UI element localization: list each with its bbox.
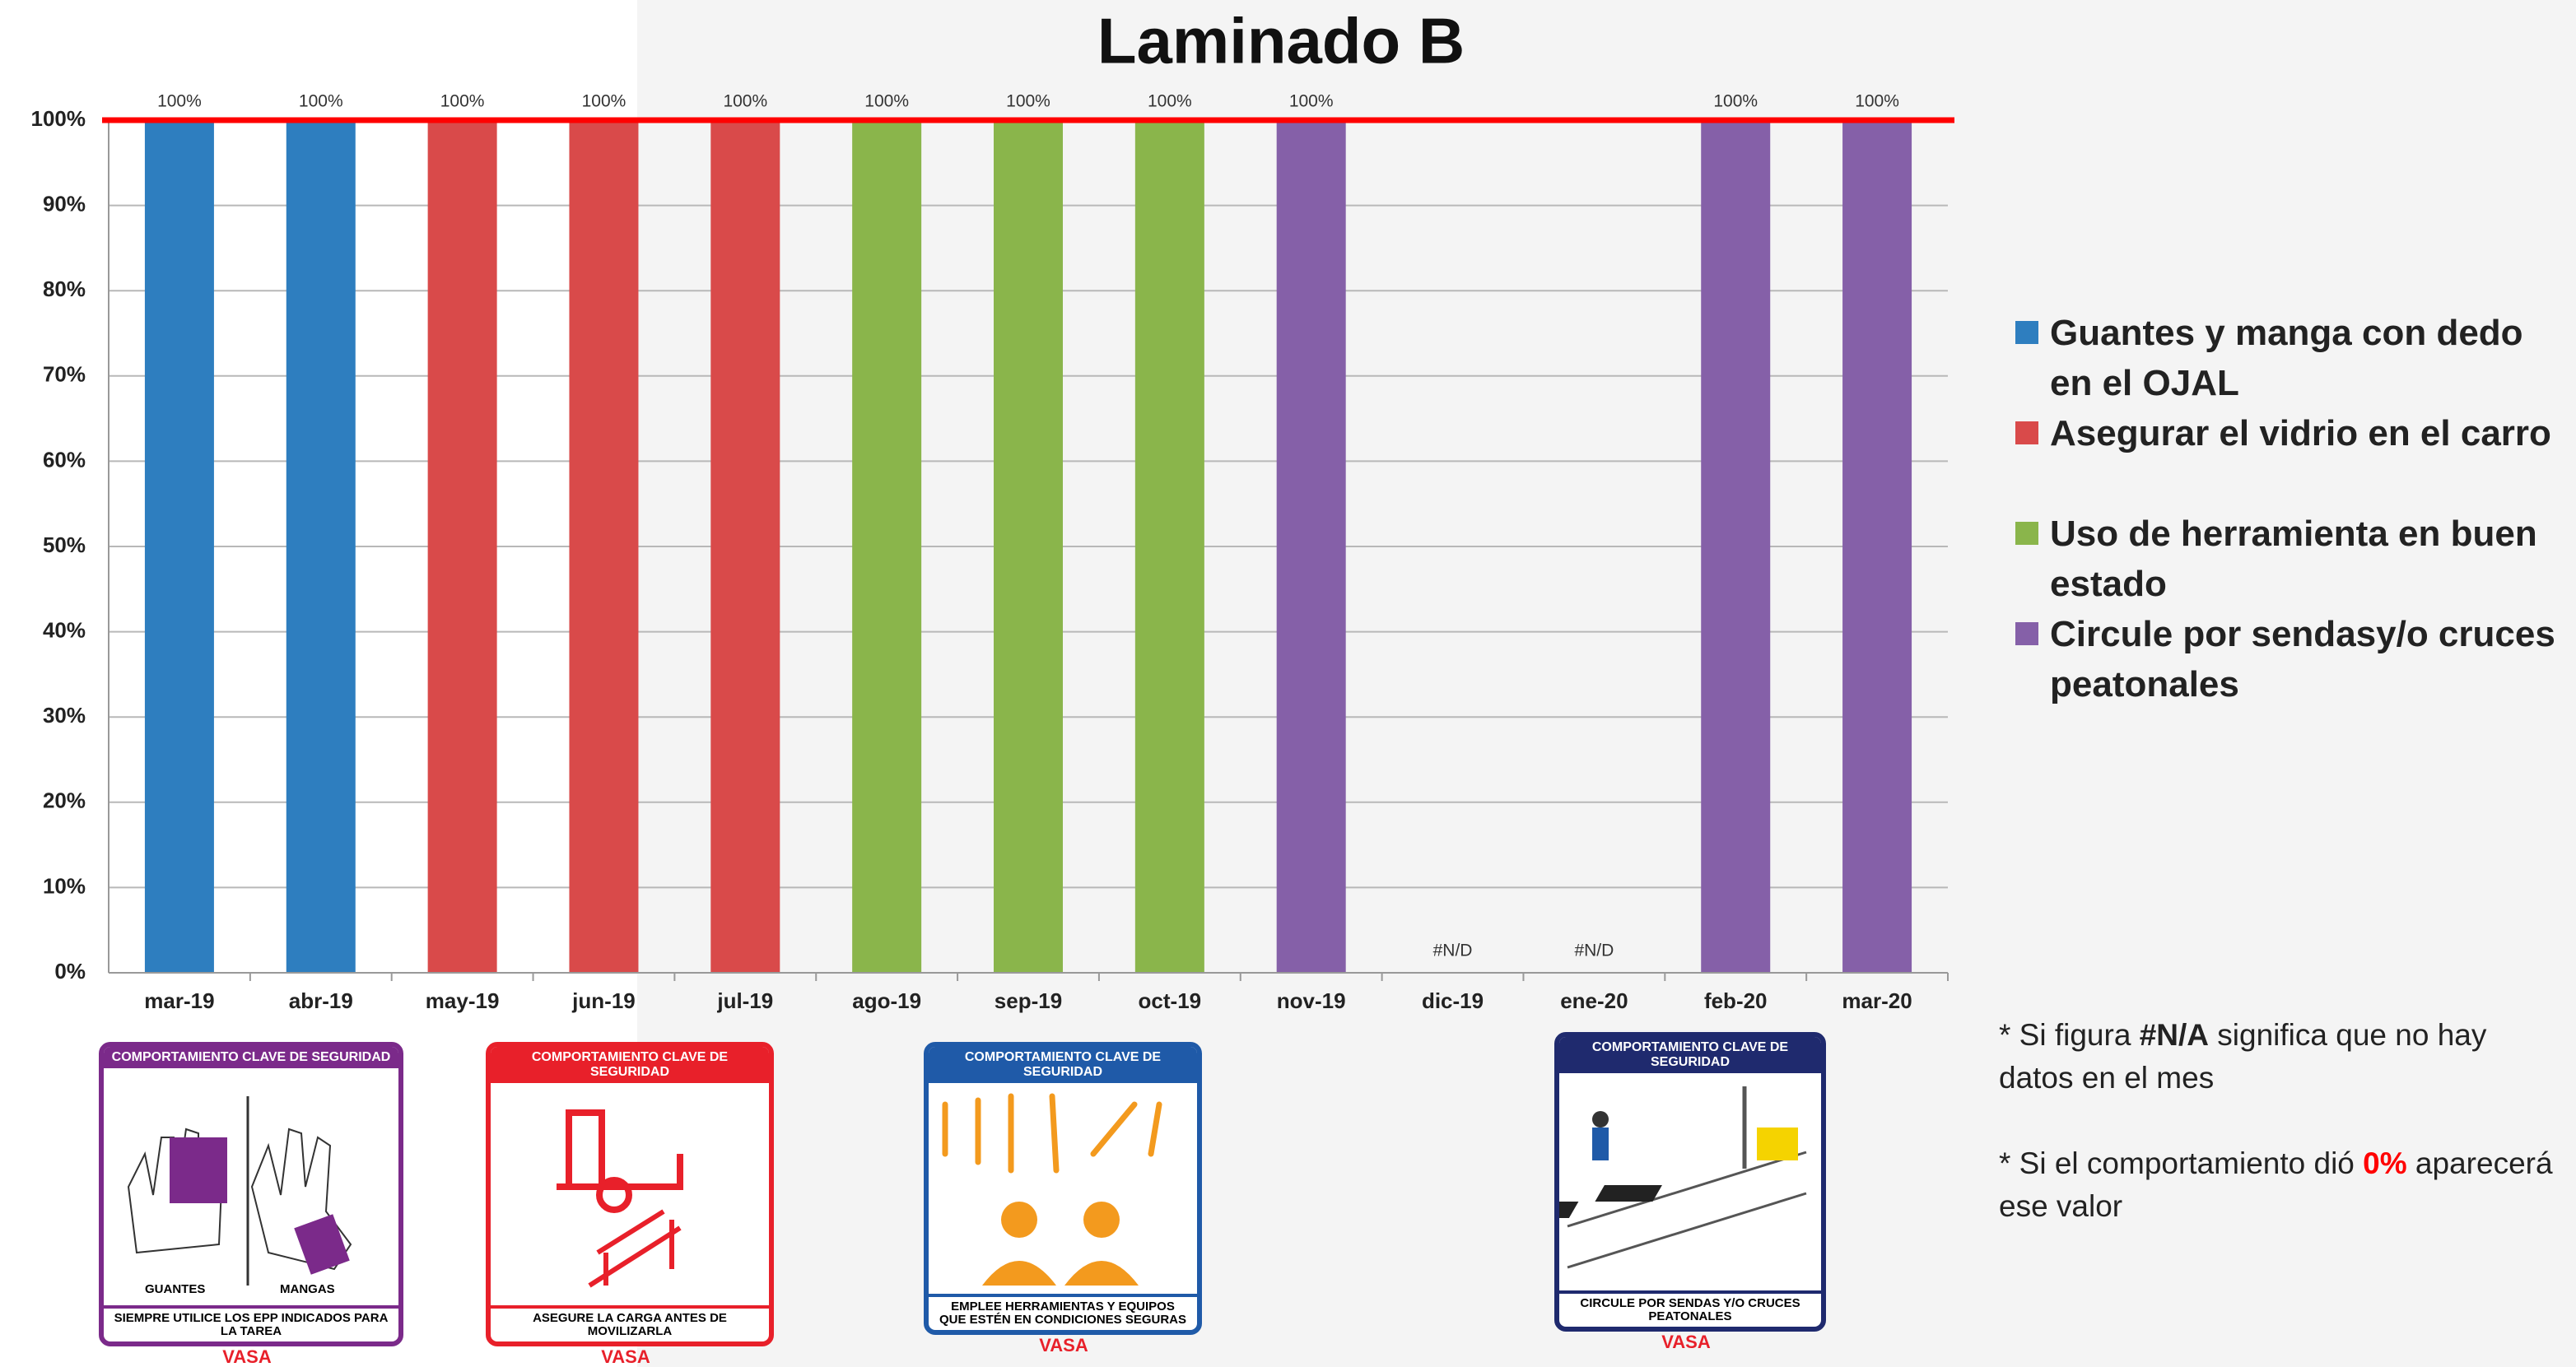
note-text: * Si figura	[1999, 1018, 2140, 1052]
legend-label: Asegurar el vidrio en el carro	[2050, 408, 2551, 458]
x-tick-label: ago-19	[852, 988, 921, 1013]
y-tick-label: 90%	[43, 191, 86, 216]
poster: COMPORTAMIENTO CLAVE DE SEGURIDAD GUANTE…	[99, 1042, 403, 1346]
poster-art	[491, 1088, 769, 1294]
y-tick-label: 100%	[31, 106, 86, 131]
bar	[286, 120, 356, 973]
x-tick-label: jul-19	[716, 988, 773, 1013]
x-tick-label: abr-19	[289, 988, 353, 1013]
y-tick-label: 50%	[43, 532, 86, 557]
y-tick-label: 70%	[43, 362, 86, 387]
note: * Si el comportamiento dió 0% aparecerá …	[1999, 1142, 2559, 1228]
poster-caption: GUANTES	[145, 1282, 205, 1296]
x-tick-label: mar-19	[144, 988, 214, 1013]
poster-footer: CIRCULE POR SENDAS Y/O CRUCES PEATONALES	[1559, 1290, 1821, 1327]
y-tick-label: 40%	[43, 617, 86, 642]
poster: COMPORTAMIENTO CLAVE DE SEGURIDAD CIRCUL…	[1554, 1032, 1826, 1332]
note-text: 0%	[2363, 1146, 2406, 1180]
x-tick-label: dic-19	[1422, 988, 1484, 1013]
poster-header: COMPORTAMIENTO CLAVE DE SEGURIDAD	[104, 1047, 398, 1068]
value-label: 100%	[299, 92, 343, 111]
page: Laminado B 0% 10% 20% 30% 40% 50% 60% 70% 80% 90%…	[0, 0, 2576, 1367]
note: * Si figura #N/A significa que no hay da…	[1999, 1014, 2559, 1100]
x-tick-label: oct-19	[1139, 988, 1202, 1013]
legend-item: Asegurar el vidrio en el carro	[2015, 408, 2575, 458]
note-text: #N/A	[2140, 1018, 2209, 1052]
x-tick-label: ene-20	[1560, 988, 1628, 1013]
value-label: 100%	[1713, 92, 1758, 111]
value-label: 100%	[1006, 92, 1050, 111]
y-tick-label: 60%	[43, 447, 86, 472]
poster-caption: MANGAS	[280, 1282, 335, 1296]
poster-art	[929, 1088, 1197, 1286]
poster-header: COMPORTAMIENTO CLAVE DE SEGURIDAD	[491, 1047, 769, 1083]
x-tick-label: mar-20	[1842, 988, 1912, 1013]
y-tick-label: 0%	[54, 959, 86, 983]
legend-label: Guantes y manga con dedo en el OJAL	[2050, 308, 2575, 408]
legend-swatch	[2015, 522, 2038, 545]
bar	[1842, 120, 1912, 973]
value-label: #N/D	[1574, 942, 1614, 960]
bar	[710, 120, 780, 973]
poster-brand: VASA	[1637, 1332, 1735, 1353]
y-tick-label: 30%	[43, 703, 86, 728]
bar	[994, 120, 1063, 973]
poster-footer: SIEMPRE UTILICE LOS EPP INDICADOS PARA L…	[104, 1305, 398, 1341]
value-label: 100%	[1148, 92, 1192, 111]
y-tick-label: 80%	[43, 277, 86, 301]
y-tick-label: 10%	[43, 873, 86, 898]
poster-brand: VASA	[1014, 1335, 1113, 1356]
poster: COMPORTAMIENTO CLAVE DE SEGURIDAD ASEGUR…	[486, 1042, 774, 1346]
legend-swatch	[2015, 321, 2038, 344]
legend-item: Circule por sendasy/o cruces peatonales	[2015, 609, 2575, 709]
legend-swatch	[2015, 622, 2038, 645]
legend-label: Circule por sendasy/o cruces peatonales	[2050, 609, 2575, 709]
value-label: #N/D	[1433, 942, 1473, 960]
x-tick-label: sep-19	[995, 988, 1062, 1013]
poster-brand: VASA	[576, 1346, 675, 1367]
value-label: 100%	[1289, 92, 1334, 111]
bar	[1701, 120, 1770, 973]
poster: COMPORTAMIENTO CLAVE DE SEGURIDAD EMPLEE…	[924, 1042, 1202, 1335]
bar	[1277, 120, 1346, 973]
value-label: 100%	[582, 92, 627, 111]
poster-footer: EMPLEE HERRAMIENTAS Y EQUIPOS QUE ESTÉN …	[929, 1294, 1197, 1330]
bar	[569, 120, 638, 973]
poster-art	[104, 1088, 398, 1294]
value-label: 100%	[723, 92, 767, 111]
y-tick-label: 20%	[43, 788, 86, 813]
value-label: 100%	[1855, 92, 1899, 111]
notes: * Si figura #N/A significa que no hay da…	[1999, 1014, 2559, 1271]
legend-swatch	[2015, 421, 2038, 444]
legend-item: Uso de herramienta en buen estado	[2015, 509, 2575, 609]
chart-title: Laminado B	[1097, 5, 1465, 77]
bar	[1135, 120, 1204, 973]
poster-brand: VASA	[198, 1346, 296, 1367]
value-label: 100%	[440, 92, 485, 111]
bar	[852, 120, 921, 973]
note-text: * Si el comportamiento dió	[1999, 1146, 2363, 1180]
x-tick-label: jun-19	[571, 988, 636, 1013]
x-tick-label: feb-20	[1704, 988, 1768, 1013]
x-tick-label: may-19	[426, 988, 500, 1013]
bar	[145, 120, 214, 973]
legend-item: Guantes y manga con dedo en el OJAL	[2015, 308, 2575, 408]
value-label: 100%	[864, 92, 909, 111]
legend-label: Uso de herramienta en buen estado	[2050, 509, 2575, 609]
poster-header: COMPORTAMIENTO CLAVE DE SEGURIDAD	[929, 1047, 1197, 1083]
poster-art	[1559, 1078, 1821, 1284]
value-label: 100%	[157, 92, 202, 111]
x-tick-label: nov-19	[1277, 988, 1346, 1013]
poster-header: COMPORTAMIENTO CLAVE DE SEGURIDAD	[1559, 1037, 1821, 1073]
bar	[428, 120, 497, 973]
poster-footer: ASEGURE LA CARGA ANTES DE MOVILIZARLA	[491, 1305, 769, 1341]
